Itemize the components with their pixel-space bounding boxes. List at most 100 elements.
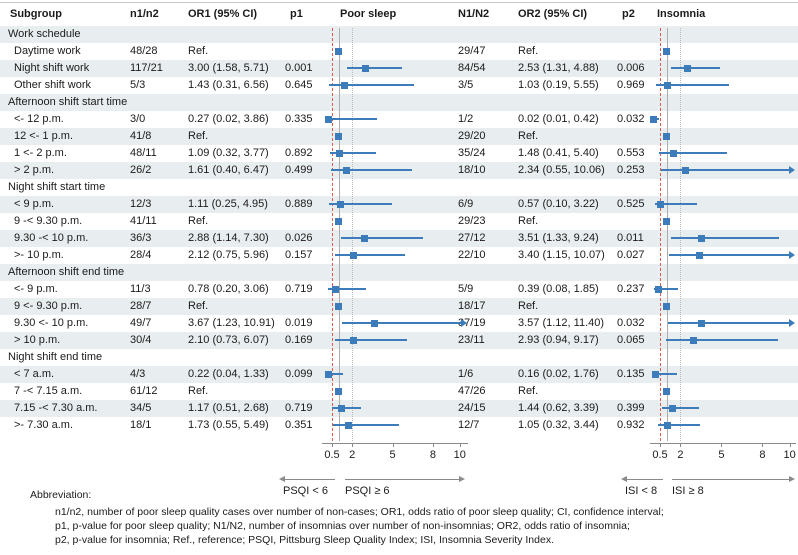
subgroup-cell: Night shift work — [14, 62, 90, 74]
header-poor-sleep: Poor sleep — [340, 8, 397, 20]
ref-line-or2-right-plot — [680, 28, 681, 441]
x-axis-right-plot — [650, 443, 796, 444]
n1n2-cell: 36/3 — [130, 232, 152, 244]
isi-lt-arrow-line — [626, 479, 663, 480]
p2-cell: 0.253 — [617, 164, 645, 176]
forest-marker — [343, 166, 351, 174]
axis-tick — [459, 443, 461, 447]
forest-ref-marker — [663, 132, 671, 140]
isi-ge-arrow-line — [672, 479, 790, 480]
axis-tick-label: 2 — [677, 449, 684, 461]
or1-cell: 1.73 (0.55, 5.49) — [188, 419, 269, 431]
or1-cell: 0.22 (0.04, 1.33) — [188, 368, 269, 380]
ci-line — [671, 67, 720, 69]
n1n2-cell: 41/11 — [130, 215, 157, 227]
n1n2-cell: 48/28 — [130, 45, 158, 57]
or1-cell: 2.10 (0.73, 6.07) — [188, 334, 269, 346]
table-row: Daytime work 48/28 Ref. 29/47 Ref. — [0, 43, 798, 60]
forest-marker — [669, 149, 677, 157]
group-label: Night shift start time — [8, 181, 106, 193]
axis-tick — [432, 443, 434, 447]
p1-cell: 0.889 — [285, 198, 313, 210]
subgroup-cell: <- 12 p.m. — [14, 113, 64, 125]
n1n2-cell: 12/3 — [130, 198, 152, 210]
group-row: Work schedule — [0, 26, 798, 43]
table-row: 1 <- 2 p.m. 48/11 1.09 (0.32, 3.77) 0.892 35… — [0, 145, 798, 162]
abbreviation-label: Abbreviation: — [30, 489, 92, 501]
N1N2-cell: 29/23 — [458, 215, 486, 227]
ci-line — [346, 67, 403, 69]
n1n2-cell: 28/4 — [130, 249, 152, 261]
forest-marker — [337, 404, 345, 412]
axis-tick — [721, 443, 723, 447]
subgroup-cell: 9 -< 9.30 p.m. — [14, 215, 83, 227]
axis-tick — [680, 443, 682, 447]
or2-cell: Ref. — [518, 45, 539, 57]
n1n2-cell: 18/1 — [130, 419, 152, 431]
ci-arrowhead-icon — [789, 166, 795, 174]
ci-line — [329, 84, 414, 86]
axis-tick-label: 8 — [759, 449, 766, 461]
axis-tick-label: 5 — [718, 449, 725, 461]
or1-cell: 1.17 (0.51, 2.68) — [188, 402, 269, 414]
forest-ref-marker — [335, 217, 343, 225]
forest-marker — [371, 319, 379, 327]
axis-tick-label: 8 — [429, 449, 436, 461]
subgroup-cell: Other shift work — [14, 79, 92, 91]
header-N1N2: N1/N2 — [458, 8, 490, 20]
table-row: >- 7.30 a.m. 18/1 1.73 (0.55, 5.49) 0.351 12… — [0, 417, 798, 434]
subgroup-cell: 9.30 <- 10 p.m. — [14, 317, 89, 329]
or2-cell: Ref. — [518, 215, 539, 227]
N1N2-cell: 47/26 — [458, 385, 486, 397]
forest-marker — [651, 370, 659, 378]
p2-cell: 0.027 — [617, 249, 645, 261]
n1n2-cell: 34/5 — [130, 402, 152, 414]
subgroup-cell: 7 -< 7.15 a.m. — [14, 385, 83, 397]
or1-cell: 0.27 (0.02, 3.86) — [188, 113, 269, 125]
table-row: 9 -< 9.30 p.m. 41/11 Ref. 29/23 Ref. — [0, 213, 798, 230]
p1-cell: 0.099 — [285, 368, 313, 380]
n1n2-cell: 28/7 — [130, 300, 152, 312]
or1-cell: Ref. — [188, 130, 209, 142]
subgroup-cell: 9 <- 9.30 p.m. — [14, 300, 83, 312]
group-label: Afternoon shift end time — [8, 266, 125, 278]
axis-tick-label: 0.5 — [652, 449, 668, 461]
n1n2-cell: 26/2 — [130, 164, 152, 176]
ci-arrowhead-icon — [461, 319, 467, 327]
ci-line — [657, 424, 701, 426]
table-row: < 7 a.m. 4/3 0.22 (0.04, 1.33) 0.099 1/6 0.16… — [0, 366, 798, 383]
ci-arrowhead-icon — [789, 251, 795, 259]
N1N2-cell: 27/12 — [458, 232, 486, 244]
isi-ge-arrowhead-icon — [789, 476, 795, 482]
isi-lt-label: ISI < 8 — [625, 485, 658, 497]
N1N2-cell: 29/47 — [458, 45, 486, 57]
N1N2-cell: 29/20 — [458, 130, 486, 142]
forest-marker — [345, 421, 353, 429]
or2-cell: Ref. — [518, 300, 539, 312]
forest-marker — [689, 336, 697, 344]
p1-cell: 0.019 — [285, 317, 313, 329]
ci-line — [335, 339, 407, 341]
p1-cell: 0.026 — [285, 232, 313, 244]
N1N2-cell: 23/11 — [458, 334, 485, 346]
forest-marker — [324, 370, 332, 378]
axis-tick-label: 2 — [349, 449, 356, 461]
ci-line — [332, 424, 400, 426]
subgroup-cell: 1 <- 2 p.m. — [14, 147, 67, 159]
forest-marker — [341, 81, 348, 89]
N1N2-cell: 1/6 — [458, 368, 474, 380]
or1-cell: 3.67 (1.23, 10.91) — [188, 317, 275, 329]
or2-cell: 1.48 (0.41, 5.40) — [518, 147, 599, 159]
ci-line — [341, 322, 461, 324]
subgroup-cell: 7.15 -< 7.30 a.m. — [14, 402, 98, 414]
p1-cell: 0.645 — [285, 79, 313, 91]
ci-line — [330, 169, 413, 171]
or1-cell: Ref. — [188, 300, 209, 312]
axis-tick — [660, 443, 661, 447]
ci-line — [658, 152, 727, 154]
ref-line-dashed-right-plot — [660, 28, 661, 441]
group-row: Night shift end time — [0, 349, 798, 366]
axis-tick-label: 0.5 — [324, 449, 340, 461]
footnote-line-2: p1, p-value for poor sleep quality; N1/N… — [55, 520, 630, 532]
